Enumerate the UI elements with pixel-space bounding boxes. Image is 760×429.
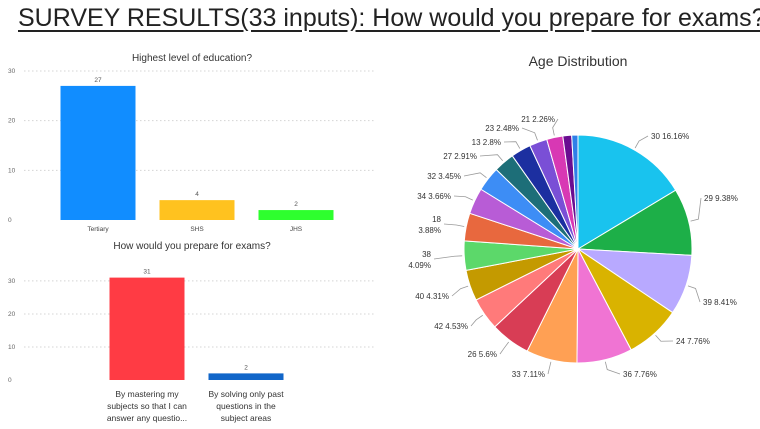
preparation-bar-chart: How would you prepare for exams? 0 10 20 30 3… [8, 241, 376, 423]
leader-line [655, 335, 674, 342]
leader-line [453, 195, 473, 201]
x-tick-label: questions in the [216, 401, 276, 411]
data-label: 2 [244, 364, 248, 371]
y-tick-label: 20 [8, 311, 16, 318]
education-bar-chart: Highest level of education? 0 10 20 30 27 Tert… [8, 53, 376, 233]
slice-label: 21 2.26% [521, 115, 555, 124]
leader-line [503, 141, 521, 149]
page-title: SURVEY RESULTS(33 inputs): How would you… [18, 4, 760, 32]
leader-line [521, 127, 538, 141]
bar [109, 277, 185, 380]
slice-label: 13 2.8% [472, 138, 501, 147]
bar [258, 210, 334, 220]
y-tick-label: 0 [8, 217, 12, 224]
leader-line [433, 255, 463, 260]
x-tick-label: By mastering my [115, 389, 179, 399]
age-pie-chart: Age Distribution 30 16.16% 29 9.38% 39 8.41… [408, 53, 738, 379]
leader-line [552, 118, 559, 136]
slice-label: 27 2.91% [443, 152, 477, 161]
leader-line [470, 314, 484, 327]
data-label: 4 [195, 191, 199, 198]
slice-label: 42 4.53% [434, 322, 468, 331]
leader-line [604, 361, 621, 375]
leader-line [499, 341, 510, 355]
x-tick-label: JHS [290, 226, 303, 233]
slice-label: 23 2.48% [485, 124, 519, 133]
x-tick-label: answer any questio... [107, 413, 187, 423]
y-tick-label: 0 [8, 377, 12, 384]
y-tick-label: 20 [8, 118, 16, 125]
data-label: 31 [143, 269, 151, 276]
pie-slice [577, 134, 677, 250]
slice-label: 29 9.38% [704, 194, 738, 203]
leader-line [634, 135, 649, 149]
bar [208, 373, 284, 380]
slice-label: 40 4.31% [415, 292, 449, 301]
leader-line [463, 172, 487, 179]
chart-title: Highest level of education? [132, 53, 253, 64]
x-tick-label: subject areas [221, 413, 272, 423]
leader-line [451, 285, 469, 297]
y-tick-label: 10 [8, 344, 16, 351]
x-tick-label: Tertiary [87, 226, 109, 233]
slice-label: 34 3.66% [417, 192, 451, 201]
slice-label: 38 [422, 250, 431, 259]
data-label: 27 [94, 77, 102, 84]
data-label: 2 [294, 201, 298, 208]
leader-line [687, 285, 701, 303]
x-tick-label: subjects so that I can [107, 401, 187, 411]
slice-percent: 4.09% [408, 261, 431, 270]
chart-title: How would you prepare for exams? [113, 241, 271, 252]
slice-label: 32 3.45% [427, 172, 461, 181]
bar [159, 200, 235, 220]
slice-label: 36 7.76% [623, 370, 657, 379]
slice-label: 24 7.76% [676, 337, 710, 346]
slice-label: 39 8.41% [703, 298, 737, 307]
leader-line [547, 361, 552, 375]
slice-label: 18 [432, 215, 441, 224]
x-tick-label: By solving only past [208, 389, 284, 399]
slice-percent: 3.88% [418, 226, 441, 235]
slice-label: 30 16.16% [651, 132, 689, 141]
bar [60, 85, 136, 221]
chart-title: Age Distribution [529, 53, 628, 69]
y-tick-label: 30 [8, 278, 16, 285]
x-tick-label: SHS [190, 226, 204, 233]
leader-line [479, 154, 503, 162]
y-tick-label: 10 [8, 167, 16, 174]
leader-line [690, 197, 702, 222]
leader-line [443, 223, 465, 227]
pie-slice [571, 134, 579, 250]
slice-label: 26 5.6% [468, 350, 497, 359]
slice-label: 33 7.11% [512, 370, 545, 379]
y-tick-label: 30 [8, 68, 16, 75]
